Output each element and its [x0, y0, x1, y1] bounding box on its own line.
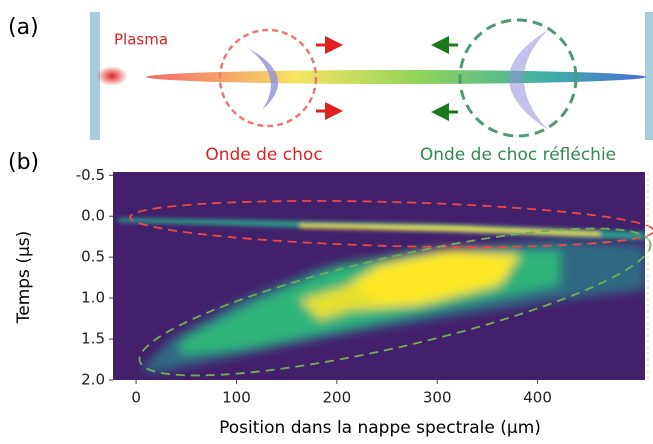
x-tick-label: 200	[323, 389, 352, 407]
plasma-label: Plasma	[114, 31, 168, 49]
y-tick-label: -0.5	[76, 166, 105, 184]
panel-label: (b)	[8, 150, 39, 175]
panel-label: (a)	[8, 15, 39, 40]
y-tick-label: 0.0	[81, 207, 105, 225]
y-tick-label: 1.5	[81, 330, 105, 348]
reflected-crescent	[509, 30, 548, 130]
x-tick-label: 400	[523, 389, 552, 407]
reflected-outline	[138, 227, 652, 377]
reflected-circle	[458, 18, 578, 138]
shock-label: Onde de choc	[205, 145, 322, 165]
x-tick-label: 0	[131, 389, 141, 407]
y-tick-label: 1.0	[81, 289, 105, 307]
y-tick-label: 0.5	[81, 248, 105, 266]
x-tick-label: 100	[222, 389, 251, 407]
shock-outline	[129, 200, 653, 248]
wall	[90, 12, 100, 140]
wall	[645, 12, 653, 140]
y-tick-label: 2.0	[81, 371, 105, 389]
heatmap	[113, 172, 645, 380]
reflected-label: Onde de choc réfléchie	[420, 145, 616, 165]
y-axis-label: Temps (µs)	[14, 231, 34, 325]
x-axis-label: Position dans la nappe spectrale (µm)	[219, 418, 541, 438]
plasma-glow	[96, 66, 128, 86]
shock-crescent	[248, 48, 279, 110]
shock-circle	[218, 28, 318, 128]
x-tick-label: 300	[423, 389, 452, 407]
